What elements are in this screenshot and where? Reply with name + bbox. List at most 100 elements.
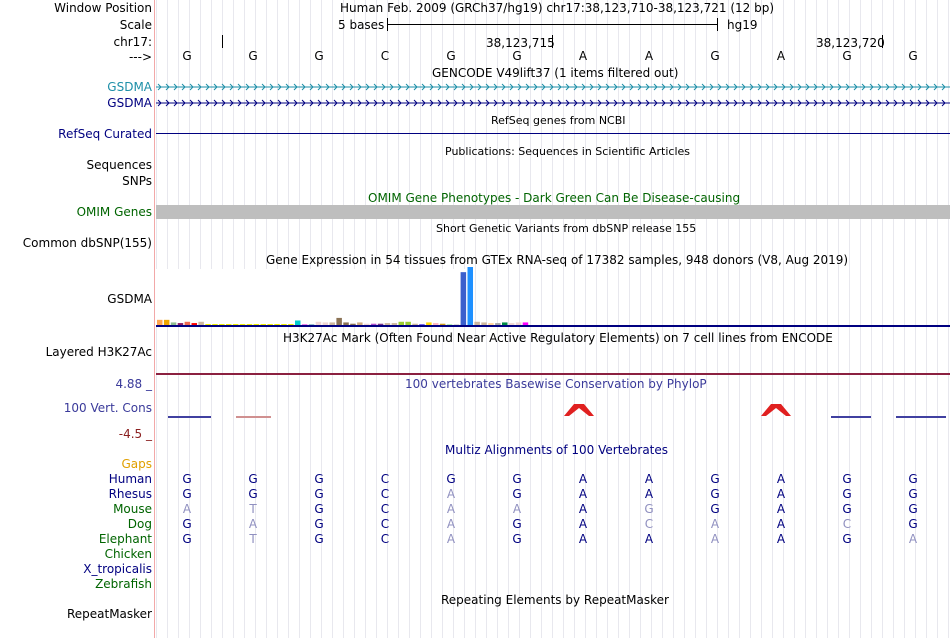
ruler-tick (882, 35, 883, 48)
label-gsdma-gtex[interactable]: GSDMA (107, 292, 152, 306)
alignment-base: T (249, 502, 257, 516)
gtex-bar (177, 323, 184, 325)
species-label[interactable]: X_tropicalis (83, 562, 152, 576)
strand-chevron (869, 99, 874, 107)
gtex-bar (343, 322, 349, 325)
label-sequences[interactable]: Sequences (86, 158, 152, 172)
alignment-base: G (314, 532, 324, 546)
strand-chevron (493, 99, 498, 107)
strand-chevron (917, 83, 922, 91)
reference-base: G (842, 49, 852, 63)
alignment-base: G (314, 472, 324, 486)
grid-line (816, 0, 817, 638)
strand-chevron (805, 83, 810, 91)
gtex-bar (433, 323, 439, 325)
strand-chevron (933, 99, 938, 107)
strand-chevron (613, 83, 618, 91)
strand-chevron (701, 83, 706, 91)
gtex-bar (391, 323, 398, 325)
strand-chevron (581, 99, 586, 107)
strand-chevron (533, 83, 538, 91)
gtex-bar (226, 324, 232, 325)
strand-chevron (829, 83, 834, 91)
strand-chevron (197, 83, 202, 91)
strand-chevron (333, 83, 338, 91)
alignment-base: A (776, 532, 786, 546)
label-snps[interactable]: SNPs (122, 174, 152, 188)
grid-line (585, 0, 586, 638)
species-label[interactable]: Human (108, 472, 152, 486)
strand-chevron (421, 83, 426, 91)
gtex-bar (212, 324, 218, 325)
gencode-tracks[interactable] (156, 82, 950, 112)
gtex-bar (377, 323, 384, 325)
strand-chevron (613, 99, 618, 107)
grid-line (508, 0, 509, 638)
label-100-vert-cons[interactable]: 100 Vert. Cons (63, 401, 152, 415)
species-label[interactable]: Chicken (104, 547, 152, 561)
grid-line (717, 0, 718, 638)
species-label[interactable]: Zebrafish (95, 577, 152, 591)
grid-line (838, 0, 839, 638)
strand-chevron (453, 83, 458, 91)
grid-line (783, 0, 784, 638)
alignment-base: C (380, 532, 390, 546)
strand-chevron (645, 99, 650, 107)
strand-chevron (525, 99, 530, 107)
omim-gene-bar[interactable] (156, 205, 950, 219)
gtex-chart[interactable] (156, 266, 950, 330)
species-label[interactable]: Dog (127, 517, 152, 531)
omim-title: OMIM Gene Phenotypes - Dark Green Can Be… (368, 191, 741, 205)
h3k27ac-signal-line[interactable] (156, 373, 950, 375)
strand-chevron (893, 99, 898, 107)
alignment-base: G (512, 532, 522, 546)
species-label[interactable]: Elephant (98, 532, 152, 546)
alignment-base: G (908, 517, 918, 531)
label-strand: ---> (128, 50, 152, 64)
strand-chevron (517, 83, 522, 91)
label-common-dbsnp[interactable]: Common dbSNP(155) (22, 236, 152, 250)
alignment-base: A (446, 532, 456, 546)
strand-chevron (677, 83, 682, 91)
gencode-strand-chevrons-1 (157, 83, 946, 91)
strand-chevron (477, 99, 482, 107)
strand-chevron (525, 83, 530, 91)
alignment-base: A (710, 517, 720, 531)
label-gsdma-gencode-1[interactable]: GSDMA (107, 80, 152, 94)
reference-base: G (182, 49, 192, 63)
strand-chevron (901, 83, 906, 91)
grid-line (805, 0, 806, 638)
species-label[interactable]: Rhesus (108, 487, 152, 501)
strand-chevron (189, 99, 194, 107)
strand-chevron (789, 99, 794, 107)
strand-chevron (501, 99, 506, 107)
alignment-base: G (842, 502, 852, 516)
grid-line (486, 0, 487, 638)
strand-chevron (477, 83, 482, 91)
strand-chevron (821, 83, 826, 91)
gtex-bar (232, 324, 239, 325)
grid-line (530, 0, 531, 638)
phylop-plot[interactable] (156, 400, 950, 420)
strand-chevron (317, 83, 322, 91)
gtex-bar (163, 319, 170, 325)
strand-chevron (205, 99, 210, 107)
species-label[interactable]: Mouse (113, 502, 152, 516)
label-omim-genes[interactable]: OMIM Genes (76, 205, 152, 219)
strand-chevron (749, 99, 754, 107)
strand-chevron (765, 99, 770, 107)
strand-chevron (669, 99, 674, 107)
strand-chevron (253, 99, 258, 107)
label-repeatmasker[interactable]: RepeatMasker (66, 607, 152, 621)
repeatmasker-title: Repeating Elements by RepeatMasker (441, 593, 669, 607)
label-refseq-curated[interactable]: RefSeq Curated (58, 127, 152, 141)
strand-chevron (837, 83, 842, 91)
scale-bar-right-tick (717, 18, 718, 31)
label-layered-h3k27ac[interactable]: Layered H3K27Ac (45, 345, 152, 359)
alignment-base: A (578, 532, 588, 546)
refseq-gene-line[interactable] (156, 133, 950, 134)
label-gsdma-gencode-2[interactable]: GSDMA (107, 96, 152, 110)
gtex-bar (474, 321, 480, 325)
scale-db: hg19 (727, 18, 758, 32)
alignment-base: C (380, 502, 390, 516)
